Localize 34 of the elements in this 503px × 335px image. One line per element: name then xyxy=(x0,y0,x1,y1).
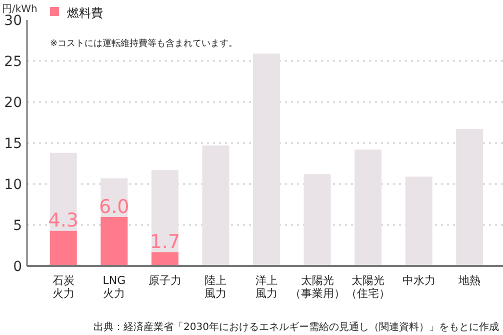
x-tick-label: 太陽光（事業用） xyxy=(290,274,345,300)
x-tick-label: 地熱 xyxy=(458,274,481,287)
bar xyxy=(253,54,280,266)
annotation: ※コストには運転維持費等も含まれています。 xyxy=(50,38,238,49)
bar xyxy=(304,174,331,266)
bar xyxy=(456,129,484,266)
x-tick-label: 中水力 xyxy=(402,274,436,287)
source-note: 出典：経済産業省「2030年におけるエネルギー需給の見通し（関連資料）」をもとに作成 xyxy=(94,321,499,333)
bar xyxy=(50,230,77,266)
y-tick-label: 25 xyxy=(4,54,22,70)
data-label: 6.0 xyxy=(99,196,130,218)
data-label: 1.7 xyxy=(150,231,180,254)
bar xyxy=(354,150,382,266)
bar xyxy=(151,252,178,266)
bar xyxy=(151,170,178,252)
x-tick-label: 太陽光（住宅） xyxy=(346,274,390,300)
data-label: 4.3 xyxy=(48,210,78,232)
y-tick-label: 5 xyxy=(13,218,22,234)
x-tick-label: LNG火力 xyxy=(102,274,126,300)
legend-label: 燃料費 xyxy=(67,6,103,20)
y-axis-title: 円/kWh xyxy=(2,4,38,15)
y-tick-label: 30 xyxy=(4,13,22,29)
bar xyxy=(50,152,77,231)
bar xyxy=(100,216,128,266)
y-tick-label: 15 xyxy=(4,136,22,152)
bar xyxy=(202,145,230,266)
x-tick-label: 洋上風力 xyxy=(256,274,278,300)
x-tick-label: 石炭火力 xyxy=(52,274,74,300)
y-tick-label: 20 xyxy=(4,95,22,111)
y-tick-label: 0 xyxy=(13,259,22,275)
x-tick-label: 原子力 xyxy=(148,274,182,287)
x-tick-label: 陸上風力 xyxy=(204,274,227,300)
y-tick-label: 10 xyxy=(4,177,22,193)
bar xyxy=(405,176,432,266)
